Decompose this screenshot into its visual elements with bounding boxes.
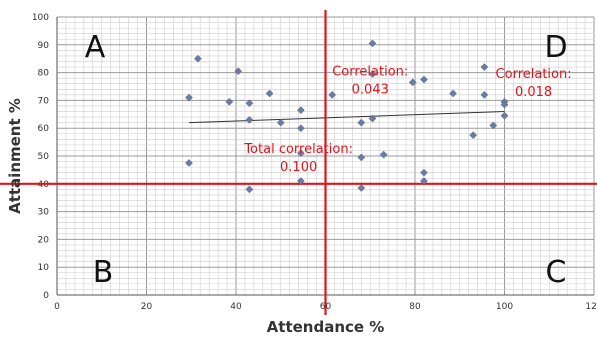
x-tick-label: 0 — [54, 302, 60, 312]
y-tick-label: 70 — [38, 96, 50, 106]
quadrant-label-c: C — [546, 255, 567, 290]
data-point — [297, 124, 305, 133]
data-point — [245, 185, 254, 194]
data-point — [245, 99, 254, 108]
data-point — [368, 39, 377, 48]
data-points — [185, 39, 509, 194]
data-point — [368, 70, 377, 78]
correlation-annotation: Total correlation: 0.100 — [243, 142, 353, 175]
data-point — [420, 177, 428, 185]
correlation-annotation-label: Correlation: — [332, 64, 408, 79]
y-tick-label: 10 — [38, 263, 50, 273]
quadrant-dividers — [0, 10, 597, 315]
correlation-annotation: Correlation: 0.018 — [496, 67, 572, 100]
data-point — [276, 118, 285, 127]
trendline-layer — [188, 111, 505, 124]
data-point — [225, 97, 234, 106]
x-tick-label: 120 — [585, 302, 597, 312]
data-point — [500, 111, 509, 120]
data-point — [357, 184, 366, 192]
data-point — [408, 78, 417, 87]
x-axis-title: Attendance % — [267, 318, 385, 336]
y-tick-label: 60 — [38, 124, 50, 134]
y-tick-label: 0 — [43, 291, 49, 301]
data-point — [420, 75, 428, 84]
data-point — [297, 106, 305, 115]
quadrant-label-a: A — [85, 30, 106, 65]
x-tick-label: 40 — [230, 302, 242, 312]
data-point — [368, 114, 377, 123]
y-tick-label: 100 — [32, 13, 49, 23]
data-point — [265, 89, 274, 98]
correlation-annotation-value: 0.100 — [280, 160, 317, 175]
data-point — [480, 63, 489, 71]
quadrant-label-d: D — [544, 30, 567, 65]
correlation-annotation-value: 0.043 — [352, 82, 389, 97]
data-point — [379, 150, 388, 159]
y-tick-label: 90 — [38, 41, 50, 51]
data-point — [420, 168, 428, 177]
data-point — [449, 89, 457, 98]
data-point — [500, 100, 509, 109]
correlation-annotation-label: Correlation: — [496, 67, 572, 82]
y-tick-label: 30 — [38, 208, 50, 218]
data-point — [328, 90, 337, 99]
data-point — [194, 54, 202, 63]
trendline — [188, 111, 505, 124]
data-point — [357, 153, 366, 162]
data-point — [245, 115, 254, 124]
data-point — [357, 118, 366, 127]
quadrant-label-b: B — [93, 255, 114, 290]
data-point — [469, 131, 478, 140]
data-point — [234, 67, 243, 76]
data-point — [489, 121, 498, 130]
correlation-annotations: Correlation: 0.043 Correlation: 0.018 Total … — [243, 64, 571, 175]
x-tick-label: 20 — [141, 302, 153, 312]
correlation-annotation-value: 0.018 — [515, 85, 552, 100]
x-tick-label: 80 — [409, 302, 421, 312]
quadrant-labels: A B C D — [85, 30, 568, 290]
data-point — [480, 90, 489, 99]
correlation-annotation: Correlation: 0.043 — [332, 64, 408, 97]
data-point — [185, 159, 193, 167]
y-tick-label: 20 — [38, 235, 50, 245]
x-tick-label: 100 — [496, 302, 513, 312]
data-point — [297, 177, 305, 185]
y-tick-label: 80 — [38, 69, 50, 79]
data-point — [185, 93, 193, 102]
y-tick-label: 50 — [38, 152, 50, 162]
correlation-annotation-label: Total correlation: — [243, 142, 353, 157]
y-axis-title: Attainment % — [6, 98, 24, 214]
data-point — [297, 149, 305, 158]
